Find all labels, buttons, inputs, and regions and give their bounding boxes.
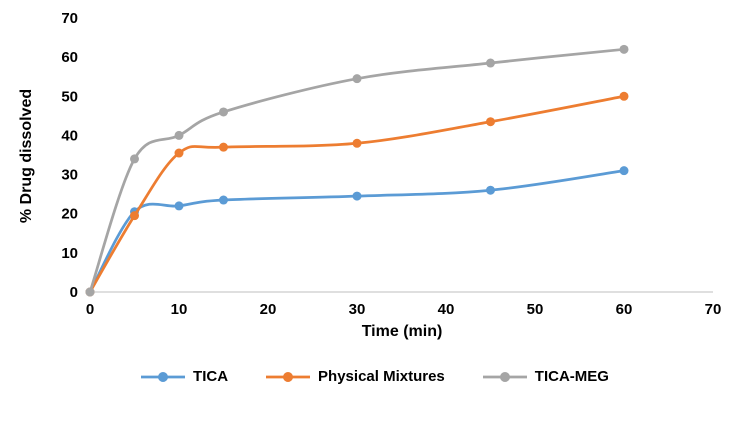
marker-TICA-45 xyxy=(486,185,495,195)
legend-marker-icon xyxy=(266,371,311,382)
x-tick-label: 0 xyxy=(86,301,94,318)
y-tick-label: 70 xyxy=(61,10,78,27)
marker-Physical Mixtures-10 xyxy=(174,148,184,158)
legend-item-Physical Mixtures: Physical Mixtures xyxy=(266,368,445,385)
y-tick-label: 20 xyxy=(61,206,78,223)
marker-Physical Mixtures-30 xyxy=(352,138,362,148)
legend-marker-icon xyxy=(482,371,527,382)
marker-TICA-MEG-0 xyxy=(85,287,95,297)
marker-TICA-15 xyxy=(219,195,228,205)
series-line-TICA xyxy=(88,169,626,294)
x-axis-title: Time (min) xyxy=(361,323,443,340)
marker-TICA-MEG-60 xyxy=(619,44,629,54)
marker-Physical Mixtures-5 xyxy=(130,211,139,221)
x-tick-label: 20 xyxy=(260,301,277,318)
y-tick-label: 50 xyxy=(61,88,78,105)
marker-TICA-MEG-45 xyxy=(486,58,495,68)
x-tick-label: 10 xyxy=(171,301,188,318)
y-tick-label: 0 xyxy=(70,284,78,301)
marker-TICA-MEG-30 xyxy=(352,74,362,84)
marker-Physical Mixtures-60 xyxy=(619,91,629,101)
y-tick-label: 40 xyxy=(61,127,78,144)
series-line-TICA-MEG xyxy=(88,47,626,294)
y-tick-label: 30 xyxy=(61,167,78,184)
marker-TICA-30 xyxy=(352,191,362,201)
y-tick-label: 60 xyxy=(61,49,78,66)
legend: TICA Physical Mixtures TICA-MEG xyxy=(0,368,750,385)
legend-label: TICA xyxy=(193,368,229,385)
marker-Physical Mixtures-45 xyxy=(486,117,495,127)
x-tick-label: 70 xyxy=(705,301,722,318)
legend-item-TICA: TICA xyxy=(141,368,228,385)
marker-TICA-MEG-10 xyxy=(174,130,184,140)
marker-Physical Mixtures-15 xyxy=(219,142,228,152)
x-tick-label: 40 xyxy=(438,301,455,318)
marker-TICA-60 xyxy=(619,166,629,176)
x-tick-label: 60 xyxy=(616,301,633,318)
x-tick-label: 50 xyxy=(527,301,544,318)
y-tick-label: 10 xyxy=(61,245,78,262)
y-axis-title: % Drug dissolved xyxy=(18,88,35,224)
legend-label: Physical Mixtures xyxy=(318,368,445,385)
marker-TICA-MEG-5 xyxy=(130,154,139,164)
x-tick-label: 30 xyxy=(349,301,366,318)
legend-label: TICA-MEG xyxy=(534,368,609,385)
marker-TICA-10 xyxy=(174,201,184,211)
marker-TICA-MEG-15 xyxy=(219,107,228,117)
legend-marker-icon xyxy=(141,371,186,382)
legend-item-TICA-MEG: TICA-MEG xyxy=(482,368,609,385)
